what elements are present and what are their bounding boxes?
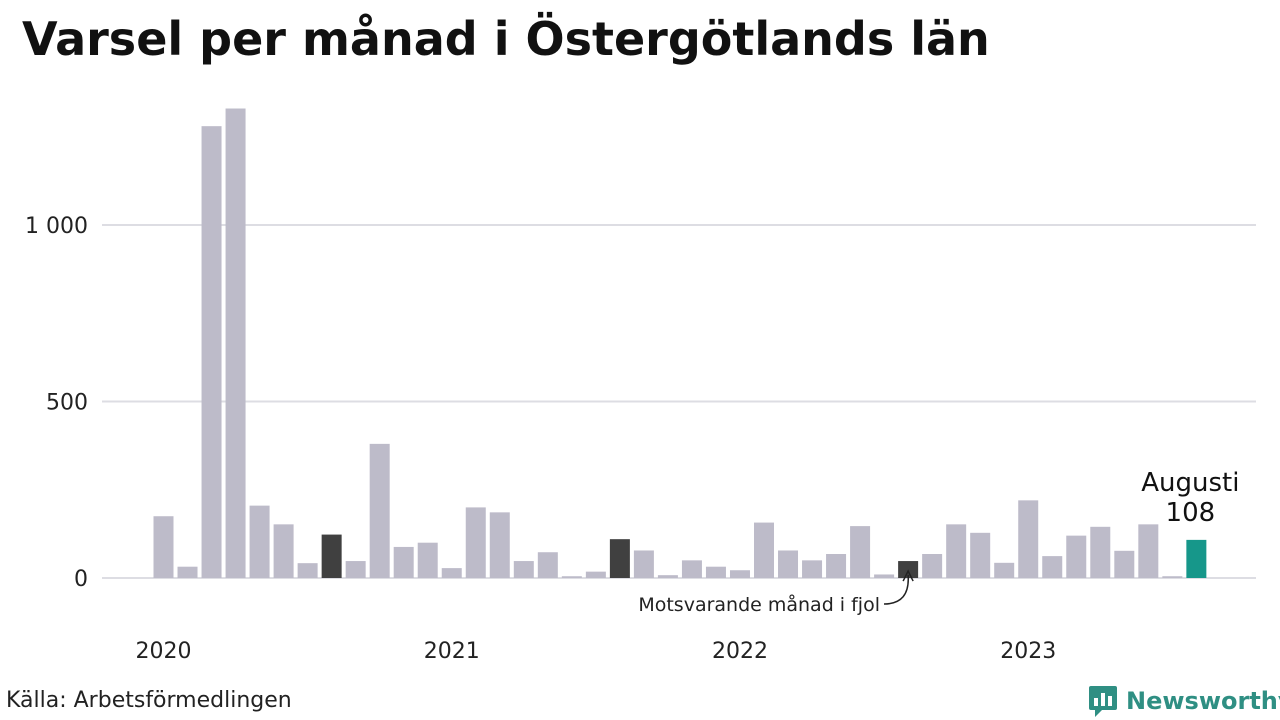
bar	[177, 566, 198, 578]
bar	[1138, 524, 1159, 578]
y-tick-label: 500	[46, 391, 88, 416]
bar	[273, 524, 294, 578]
y-tick-label: 0	[74, 567, 88, 592]
bar	[345, 561, 366, 578]
bar	[393, 546, 414, 578]
source-label: Källa: Arbetsförmedlingen	[6, 688, 292, 713]
bar	[729, 570, 750, 578]
bar	[225, 108, 246, 578]
x-year-label: 2020	[136, 639, 192, 664]
annotation-arrow	[883, 575, 909, 605]
bar	[1186, 539, 1207, 578]
bar	[441, 568, 462, 578]
bar	[153, 516, 174, 578]
x-year-label: 2023	[1000, 639, 1056, 664]
newsworthy-logo-icon	[1089, 686, 1117, 717]
bar	[826, 553, 847, 578]
bar	[874, 574, 895, 578]
bar	[778, 550, 799, 578]
y-tick-label: 1 000	[25, 214, 88, 239]
bar	[946, 524, 967, 578]
bar	[585, 571, 606, 578]
bar	[1042, 556, 1063, 578]
chart-title: Varsel per månad i Östergötlands län	[22, 12, 990, 66]
bar	[417, 542, 438, 578]
bar	[489, 512, 510, 578]
bar	[754, 522, 774, 578]
previous-month-annotation: Motsvarande månad i fjol	[638, 593, 880, 616]
bar	[970, 532, 991, 578]
bar	[609, 539, 630, 578]
bar	[1162, 576, 1183, 578]
current-value-label: 108	[1166, 498, 1216, 528]
brand: Newsworthy	[1088, 684, 1280, 718]
bar	[681, 560, 702, 578]
bar	[922, 553, 943, 578]
bar	[633, 550, 654, 578]
current-month-label: Augusti	[1141, 468, 1239, 498]
bar	[850, 526, 871, 578]
bar	[1066, 535, 1087, 578]
bar	[1090, 526, 1111, 578]
bar	[1018, 500, 1039, 578]
bar	[561, 576, 582, 578]
annotation-arrowhead	[902, 569, 914, 582]
bar	[369, 443, 390, 578]
bar	[1114, 550, 1135, 578]
bar	[321, 534, 342, 578]
bar	[465, 507, 486, 578]
bar	[994, 562, 1015, 578]
bar	[537, 552, 558, 578]
bar	[297, 563, 318, 578]
brand-name: Newsworthy	[1126, 687, 1280, 715]
x-year-label: 2021	[424, 639, 480, 664]
bar	[802, 560, 823, 578]
bar	[513, 561, 534, 578]
bar	[201, 126, 222, 578]
bar	[705, 566, 726, 578]
x-year-label: 2022	[712, 639, 768, 664]
bar	[249, 505, 270, 578]
bar	[657, 575, 678, 578]
